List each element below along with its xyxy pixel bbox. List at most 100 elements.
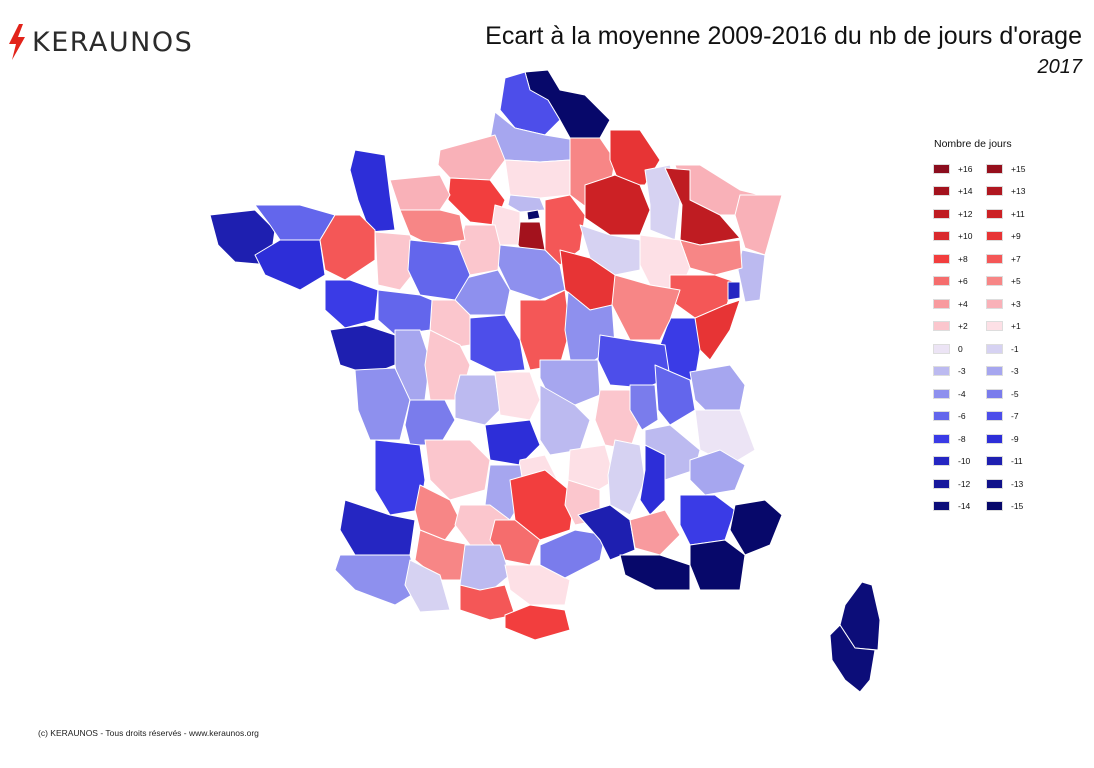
- legend-swatch: [933, 456, 950, 466]
- legend-swatch: [933, 208, 950, 219]
- dept-creuse: [494, 371, 541, 421]
- legend-swatch: [986, 253, 1003, 264]
- dept-bouches-du-rhone: [619, 554, 691, 591]
- legend-swatch: [933, 298, 950, 309]
- legend-entry: +10: [928, 230, 981, 243]
- dept-charente: [404, 399, 456, 446]
- dept-cote-dor: [611, 274, 681, 341]
- legend-label: +4: [958, 298, 968, 309]
- legend-label: +13: [1011, 186, 1026, 196]
- dept-ille-et-vilaine: [319, 214, 376, 281]
- legend-label: +3: [1011, 298, 1021, 309]
- legend-swatch: [986, 163, 1003, 174]
- legend-label: -4: [958, 388, 966, 399]
- legend-entry: -15: [981, 500, 1034, 513]
- dept-yvelines: [491, 204, 521, 246]
- legend-swatch: [933, 366, 950, 376]
- legend-label: +12: [958, 208, 973, 219]
- legend-swatch: [986, 366, 1003, 376]
- legend-entry: +5: [981, 275, 1034, 288]
- dept-sarthe: [407, 239, 471, 301]
- legend-swatch: [933, 478, 950, 489]
- legend-swatch: [986, 501, 1003, 511]
- dept-haute-vienne: [454, 374, 501, 426]
- legend-entry: -5: [981, 387, 1034, 400]
- legend-label: 0: [958, 343, 963, 354]
- legend-swatch: [986, 388, 1003, 399]
- dept-drome: [639, 444, 666, 516]
- legend-entry: -1: [981, 342, 1034, 355]
- legend-label: +10: [958, 231, 973, 241]
- legend-swatch: [933, 231, 950, 241]
- legend-entry: -7: [981, 410, 1034, 423]
- legend-label: +11: [1011, 208, 1025, 219]
- legend: Nombre de jours +16 +15 +14 +13 +12 +11 +10 +9 +…: [928, 138, 1078, 513]
- dept-maine-et-loire: [377, 289, 433, 336]
- dept-calvados: [389, 174, 451, 211]
- legend-swatch: [986, 231, 1003, 241]
- dept-var: [689, 539, 746, 591]
- legend-label: -11: [1011, 456, 1023, 466]
- legend-entry: -12: [928, 477, 981, 490]
- legend-swatch: [933, 276, 950, 286]
- dept-pas-de-calais: [499, 71, 561, 136]
- legend-entry: +12: [928, 207, 981, 220]
- dept-correze: [484, 419, 541, 466]
- dept-alpes-de-haute-provence: [679, 494, 736, 546]
- legend-label: -8: [958, 433, 966, 444]
- legend-swatch: [933, 501, 950, 511]
- legend-label: -9: [1011, 433, 1019, 444]
- legend-label: -3: [1011, 366, 1019, 376]
- dept-alpes-maritimes: [729, 499, 783, 556]
- legend-label: -14: [958, 501, 971, 511]
- dept-mayenne: [374, 231, 421, 291]
- dept-hautes-pyrenees: [404, 559, 451, 613]
- legend-label: +6: [958, 276, 968, 286]
- legend-swatch: [986, 321, 1003, 331]
- legend-entry: +8: [928, 252, 981, 265]
- legend-label: +14: [958, 186, 973, 196]
- dept-oise: [504, 159, 571, 199]
- legend-label: -6: [958, 411, 966, 421]
- legend-label: +15: [1011, 163, 1026, 174]
- legend-label: -3: [958, 366, 966, 376]
- dept-gard: [577, 504, 636, 561]
- legend-entry: -4: [928, 387, 981, 400]
- legend-label: -13: [1011, 478, 1024, 489]
- map-title: Ecart à la moyenne 2009-2016 du nb de jo…: [485, 22, 1082, 50]
- legend-swatch: [933, 388, 950, 399]
- legend-swatch: [933, 411, 950, 421]
- dept-marne: [584, 174, 651, 236]
- legend-entry: -3: [981, 365, 1034, 378]
- dept-ain: [654, 364, 696, 426]
- legend-label: -15: [1011, 501, 1024, 511]
- legend-label: -12: [958, 478, 971, 489]
- legend-entry: -8: [928, 432, 981, 445]
- legend-entry: -13: [981, 477, 1034, 490]
- legend-swatch: [986, 456, 1003, 466]
- dept-ardeche: [607, 439, 646, 516]
- dept-dordogne: [424, 439, 491, 501]
- brand-name: KERAUNOS: [32, 26, 194, 58]
- dept-seine-maritime: [437, 134, 506, 181]
- map-subtitle: 2017: [1037, 56, 1083, 78]
- legend-label: +5: [1011, 276, 1021, 286]
- keraunos-logo: KERAUNOS: [6, 22, 193, 62]
- dept-herault: [539, 529, 606, 579]
- legend-swatch: [933, 253, 950, 264]
- legend-swatch: [986, 186, 1003, 196]
- legend-entry: +4: [928, 297, 981, 310]
- dept-morbihan: [254, 239, 326, 291]
- copyright-footer: (c) KERAUNOS - Tous droits réservés - ww…: [38, 728, 259, 738]
- legend-entry: -14: [928, 500, 981, 513]
- legend-entry: +14: [928, 185, 981, 198]
- legend-entry: +16: [928, 162, 981, 175]
- legend-entry: +7: [981, 252, 1034, 265]
- dept-rhone: [629, 384, 659, 431]
- legend-entry: 0: [928, 342, 981, 355]
- legend-swatch: [933, 163, 950, 174]
- legend-swatch: [986, 298, 1003, 309]
- legend-label: +8: [958, 253, 968, 264]
- legend-label: +1: [1011, 321, 1021, 331]
- legend-title: Nombre de jours: [934, 138, 1012, 150]
